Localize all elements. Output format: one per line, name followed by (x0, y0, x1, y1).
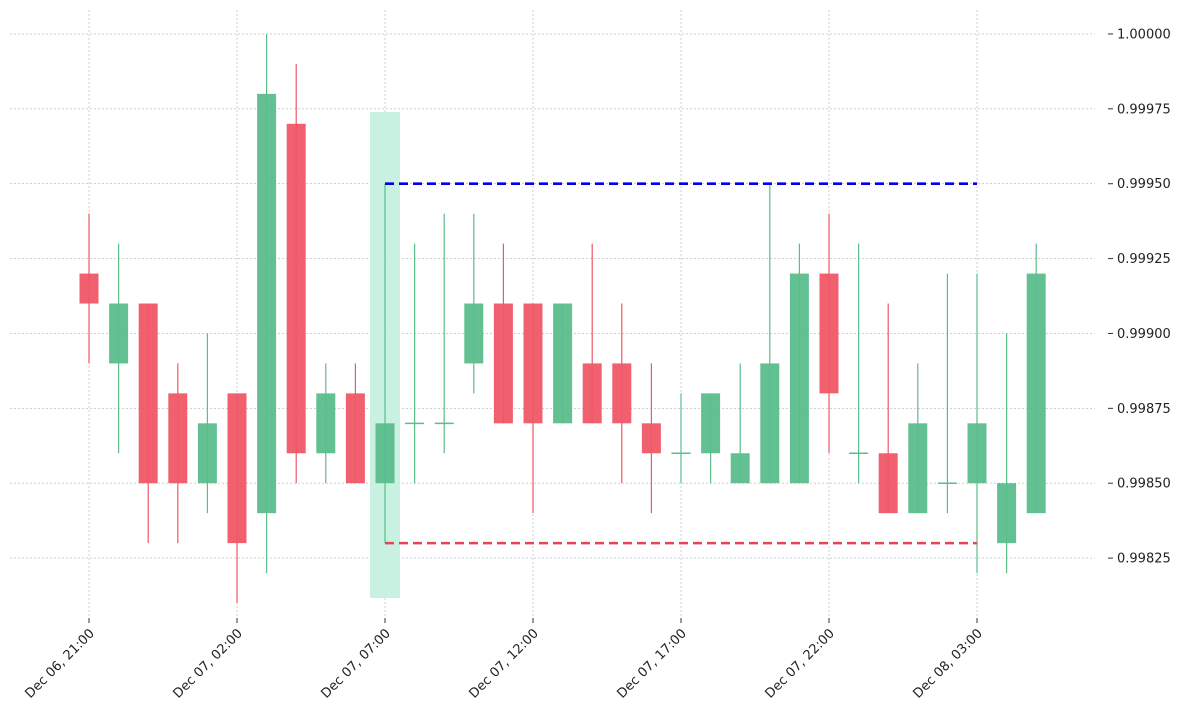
candle-body-9 (345, 393, 365, 484)
candle-body-16 (553, 303, 573, 424)
grid-layer (10, 10, 1095, 618)
candle-body-6 (257, 93, 277, 514)
candle-body-4 (197, 423, 217, 484)
candle-5 (227, 393, 247, 604)
candle-body-1 (109, 303, 129, 364)
candle-29 (937, 273, 957, 514)
candle-body-3 (168, 393, 188, 484)
y-tick-label-5: 0.99950 (1117, 177, 1171, 192)
candle-body-31 (997, 483, 1017, 544)
candle-8 (316, 363, 336, 484)
candle-28 (908, 363, 928, 514)
candle-1 (109, 243, 129, 454)
candle-9 (345, 363, 365, 484)
x-tick-label-0: Dec 06, 21:00 (22, 626, 97, 701)
candle-body-5 (227, 393, 247, 544)
candle-11 (405, 243, 425, 484)
candle-7 (286, 63, 306, 484)
candle-20 (671, 393, 691, 484)
candle-22 (730, 363, 750, 484)
candle-24 (789, 243, 809, 484)
candle-body-14 (493, 303, 513, 424)
candle-body-24 (789, 273, 809, 484)
candle-25 (819, 213, 839, 454)
candle-30 (967, 273, 987, 574)
y-tick-label-4: 0.99925 (1117, 252, 1171, 267)
candle-body-13 (464, 303, 484, 364)
y-tick-label-0: 0.99825 (1117, 552, 1171, 567)
y-tick-label-7: 1.00000 (1117, 27, 1171, 42)
candle-27 (878, 303, 898, 514)
candle-body-30 (967, 423, 987, 484)
candle-17 (582, 243, 602, 424)
candle-body-19 (641, 423, 661, 454)
candle-12 (434, 213, 454, 454)
candle-6 (257, 33, 277, 574)
level-lines-layer (385, 182, 977, 545)
y-tick-label-1: 0.99850 (1117, 477, 1171, 492)
candle-body-32 (1026, 273, 1046, 514)
candle-body-21 (701, 393, 721, 454)
candle-15 (523, 303, 543, 514)
candle-body-22 (730, 453, 750, 484)
candle-32 (1026, 243, 1046, 514)
candle-31 (997, 333, 1017, 574)
candle-body-15 (523, 303, 543, 424)
candle-body-8 (316, 393, 336, 454)
x-tick-label-1: Dec 07, 02:00 (170, 626, 245, 701)
candles-layer (79, 33, 1046, 604)
candle-body-28 (908, 423, 928, 514)
x-tick-label-3: Dec 07, 12:00 (466, 626, 541, 701)
candle-26 (849, 243, 869, 484)
candle-10 (375, 183, 395, 544)
candle-0 (79, 213, 99, 364)
x-tick-label-4: Dec 07, 17:00 (614, 626, 689, 701)
candle-body-2 (138, 303, 158, 484)
candle-14 (493, 243, 513, 424)
x-tick-label-6: Dec 08, 03:00 (910, 626, 985, 701)
candle-21 (701, 393, 721, 484)
y-tick-label-6: 0.99975 (1117, 102, 1171, 117)
candle-body-17 (582, 363, 602, 424)
candle-body-25 (819, 273, 839, 394)
candle-body-18 (612, 363, 632, 424)
x-tick-label-2: Dec 07, 07:00 (318, 626, 393, 701)
candle-19 (641, 363, 661, 514)
candle-2 (138, 303, 158, 544)
candle-body-27 (878, 453, 898, 514)
candle-4 (197, 333, 217, 514)
candle-3 (168, 363, 188, 544)
y-tick-label-2: 0.99875 (1117, 402, 1171, 417)
y-tick-label-3: 0.99900 (1117, 327, 1171, 342)
candle-13 (464, 213, 484, 394)
candle-18 (612, 303, 632, 484)
candle-23 (760, 183, 780, 484)
candle-16 (553, 303, 573, 424)
candle-body-0 (79, 273, 99, 304)
candle-body-23 (760, 363, 780, 484)
candle-body-7 (286, 123, 306, 454)
x-tick-label-5: Dec 07, 22:00 (762, 626, 837, 701)
candle-body-10 (375, 423, 395, 484)
